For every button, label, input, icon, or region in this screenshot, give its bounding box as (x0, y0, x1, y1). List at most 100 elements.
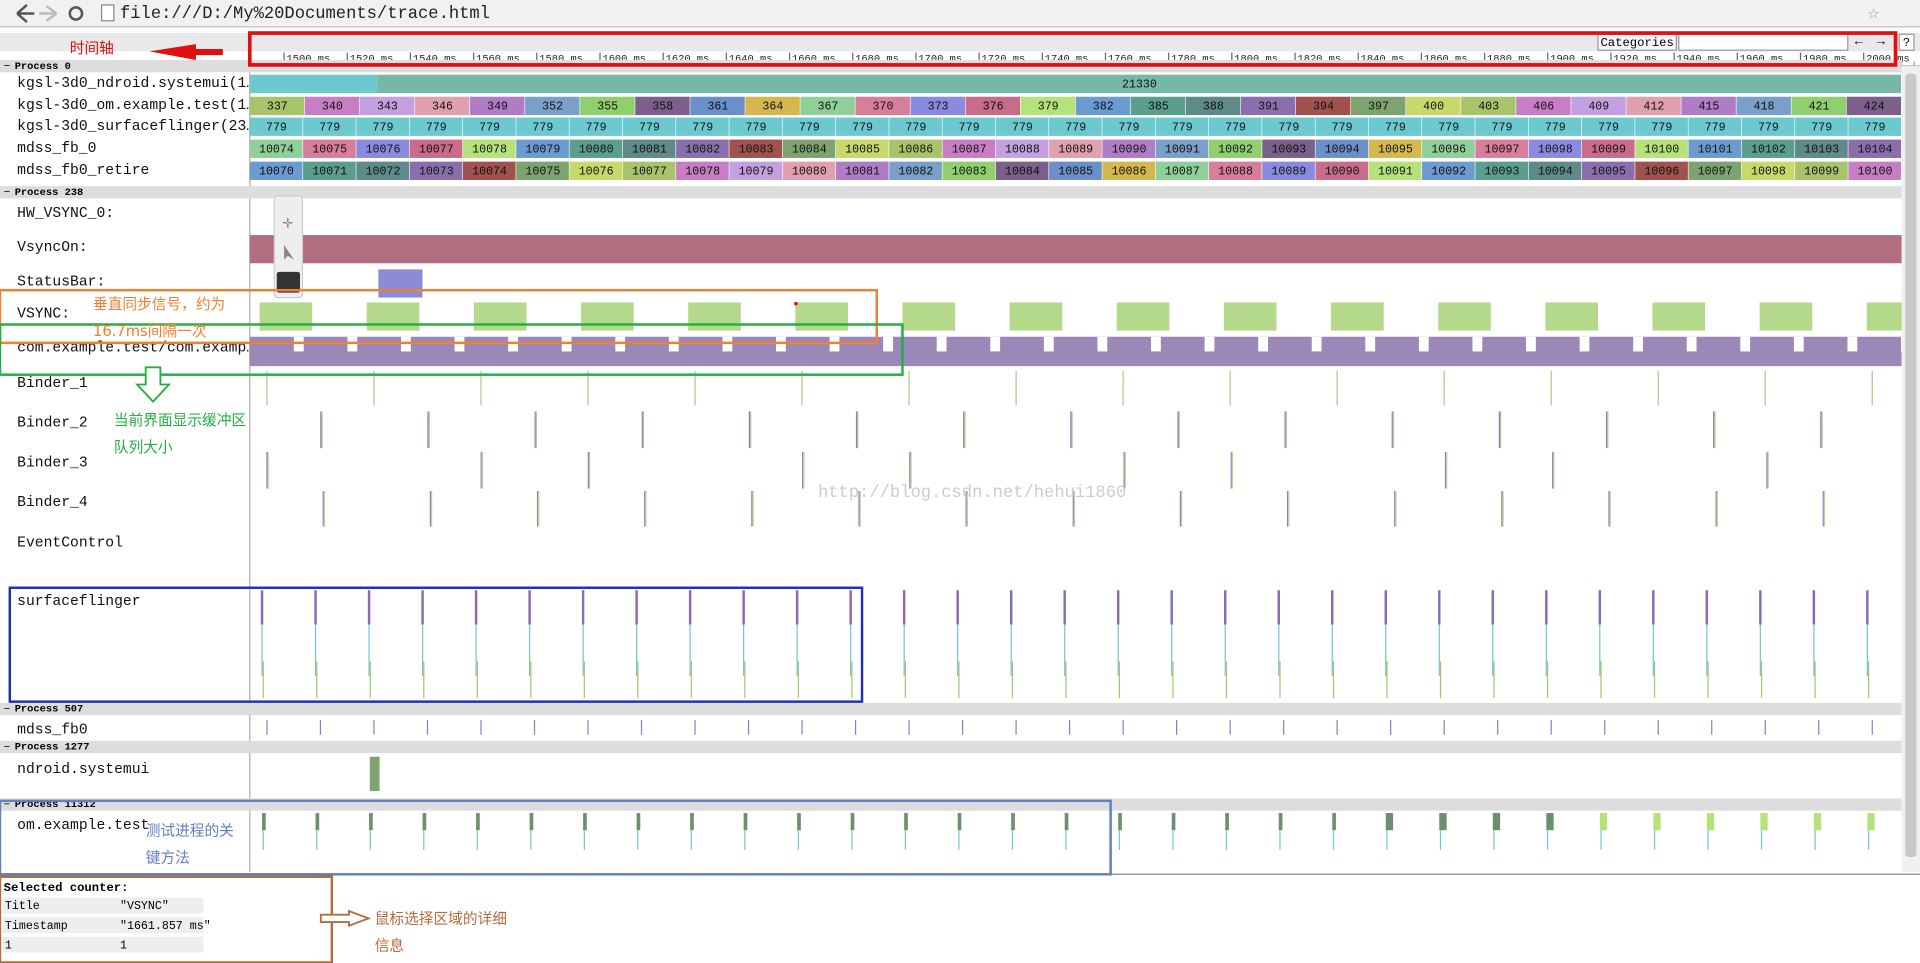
counter-value: 10101 (1698, 143, 1733, 156)
counter-value: 10090 (1112, 143, 1147, 156)
counter-cell (1581, 161, 1635, 181)
counter-value: 779 (373, 121, 394, 134)
counter-value: 10099 (1804, 166, 1839, 179)
app-method (957, 813, 962, 831)
process-header-label: Process 507 (15, 704, 84, 716)
counter-value: 349 (487, 101, 508, 114)
counter-value: 10081 (845, 166, 880, 179)
counter-cell (889, 161, 942, 181)
counter-value: 10091 (1378, 166, 1413, 179)
counter-value: 10077 (419, 143, 454, 156)
selection-cell: 1 (120, 939, 127, 952)
counter-value: 10075 (312, 143, 347, 156)
tool-pan[interactable] (276, 271, 301, 293)
help-box[interactable] (1898, 33, 1915, 51)
counter-cell (249, 74, 378, 94)
counter-value: 10102 (1751, 143, 1786, 156)
process-header (0, 702, 1902, 716)
counter-cell (1240, 96, 1296, 116)
counter-cell (1688, 161, 1742, 181)
vsync-slice (473, 302, 527, 331)
counter-value: 10083 (952, 166, 987, 179)
forward-button[interactable] (39, 5, 58, 22)
counter-cell (1736, 96, 1791, 116)
app-method (743, 813, 748, 831)
help-button[interactable]: ? (1903, 36, 1910, 50)
counter-value: 10073 (419, 166, 454, 179)
next-button[interactable]: → (1877, 35, 1886, 50)
counter-value: 779 (1758, 121, 1779, 134)
reload-button[interactable] (68, 6, 84, 21)
counter-cell (1475, 117, 1529, 136)
counter-cell (249, 96, 305, 116)
counter-cell (462, 161, 516, 181)
counter-value: 421 (1809, 101, 1830, 114)
app-method (1706, 813, 1715, 831)
counter-value: 10074 (472, 166, 507, 179)
app-method (583, 813, 587, 831)
counter-value: 10082 (898, 166, 933, 179)
track-label: EventControl (17, 535, 123, 551)
search-input[interactable] (1678, 33, 1849, 51)
app-method (529, 813, 534, 831)
counter-value: 355 (597, 101, 618, 114)
statusbar-slice (378, 269, 423, 298)
counter-cell (782, 117, 836, 136)
app-gap (1579, 336, 1590, 352)
tool-select[interactable] (284, 244, 294, 260)
selection-cell: Timestamp (5, 920, 68, 933)
vsync-slice (1438, 302, 1491, 331)
counter-value: 337 (267, 101, 288, 114)
url[interactable]: file:///D:/My%20Documents/trace.html (120, 5, 490, 24)
app-method (1867, 813, 1875, 831)
counter-value: 779 (1065, 121, 1086, 134)
counter-value: 10087 (1165, 166, 1200, 179)
scroll-thumb[interactable] (1905, 73, 1917, 858)
app-gap (1793, 336, 1804, 352)
counter-cell (1461, 96, 1516, 116)
counter-value: 10097 (1698, 166, 1733, 179)
counter-value: 10087 (952, 143, 987, 156)
counter-cell (1516, 96, 1571, 116)
track-label: surfaceflinger (17, 594, 140, 610)
app-slice (249, 336, 1902, 367)
app-method (1171, 813, 1176, 831)
counter-value: 10086 (898, 143, 933, 156)
app-method (422, 813, 427, 831)
counter-cell (1741, 117, 1795, 136)
process-collapse: − (4, 799, 11, 811)
counter-value: 779 (1598, 121, 1619, 134)
counter-cell (729, 161, 783, 181)
counter-value: 415 (1698, 101, 1719, 114)
counter-cell (1571, 96, 1626, 116)
counter-cell (676, 161, 729, 181)
categories-label[interactable]: Categories (1600, 36, 1673, 50)
vsync-note: 16.7ms间隔一次 (93, 323, 207, 340)
counter-cell (1422, 117, 1475, 136)
counter-cell (1075, 96, 1131, 116)
counter-value: 779 (1012, 121, 1033, 134)
counter-value: 10072 (366, 166, 401, 179)
tool-zoom[interactable]: ✛ (283, 214, 293, 233)
track-label: Binder_3 (17, 456, 88, 472)
back-button[interactable] (16, 3, 35, 23)
counter-cell (356, 117, 410, 136)
prev-button[interactable]: ← (1855, 35, 1864, 50)
counter-value: 10085 (1058, 166, 1093, 179)
counter-value: 779 (1545, 121, 1566, 134)
app-gap (1043, 336, 1054, 352)
counter-value: 779 (799, 121, 820, 134)
counter-value: 10093 (1271, 143, 1306, 156)
counter-cell (729, 117, 783, 136)
counter-cell (676, 117, 729, 136)
counter-cell (622, 139, 676, 158)
counter-value: 779 (1705, 121, 1726, 134)
counter-cell (1681, 96, 1736, 116)
track-label: kgsl-3d0_om.example.test(1… (17, 98, 255, 114)
counter-value: 10095 (1378, 143, 1413, 156)
selection-row (2, 917, 204, 934)
counter-cell (889, 139, 942, 158)
counter-cell (516, 139, 569, 158)
app-method (369, 813, 373, 831)
